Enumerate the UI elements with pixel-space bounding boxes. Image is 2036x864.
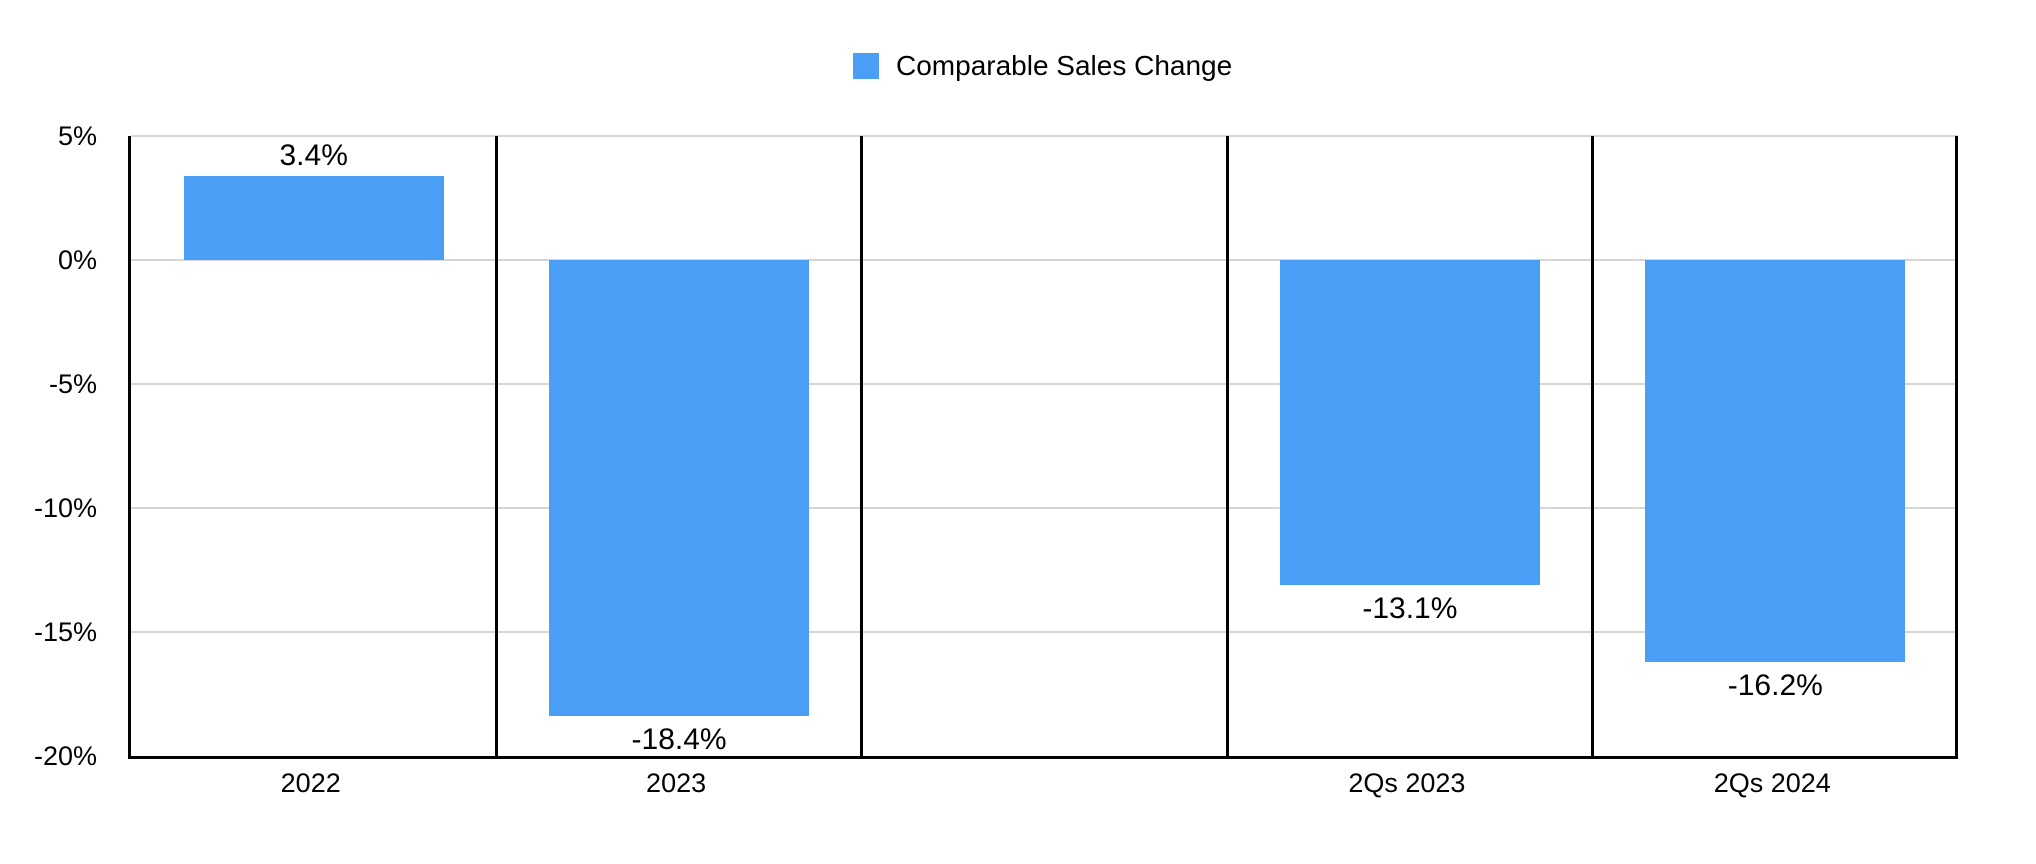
grid-line — [131, 631, 1958, 633]
legend-label: Comparable Sales Change — [896, 50, 1233, 81]
plot-area: 3.4% -18.4% -13.1% -16.2% — [128, 135, 1958, 759]
grid-line — [131, 259, 1958, 261]
bar-2022 — [183, 175, 444, 260]
category-label: 2023 — [646, 768, 707, 798]
y-tick-label: -20% — [33, 741, 97, 771]
panel-divider — [494, 136, 498, 756]
panel-divider — [860, 136, 864, 756]
y-axis: 5% 0% -5% -10% -15% -20% — [0, 121, 97, 771]
x-axis: 2022 2023 2Qs 2023 2Qs 2024 — [128, 766, 1955, 802]
panel-divider — [1955, 136, 1958, 756]
bar-value-label: 3.4% — [279, 138, 348, 172]
y-tick-label: 5% — [57, 121, 97, 151]
y-tick-label: -10% — [33, 493, 97, 523]
bar-2023 — [549, 260, 810, 717]
legend: Comparable Sales Change — [853, 50, 1232, 82]
grid-line — [131, 507, 1958, 509]
grid-line — [131, 383, 1958, 385]
bar-value-label: -18.4% — [631, 723, 727, 757]
panel-divider — [1591, 136, 1595, 756]
y-tick-label: -5% — [48, 369, 97, 399]
legend-swatch — [853, 53, 879, 79]
panel-divider — [1225, 136, 1229, 756]
bar-2Qs 2023 — [1279, 260, 1540, 585]
bar-value-label: -16.2% — [1727, 668, 1823, 702]
grid-line — [131, 135, 1958, 137]
bar-value-label: -13.1% — [1362, 591, 1458, 625]
y-tick-label: 0% — [57, 245, 97, 275]
y-tick-label: -15% — [33, 617, 97, 647]
category-label: 2Qs 2023 — [1348, 768, 1466, 798]
category-label: 2022 — [280, 768, 341, 798]
category-label: 2Qs 2024 — [1713, 768, 1831, 798]
bar-2Qs 2024 — [1645, 260, 1906, 662]
